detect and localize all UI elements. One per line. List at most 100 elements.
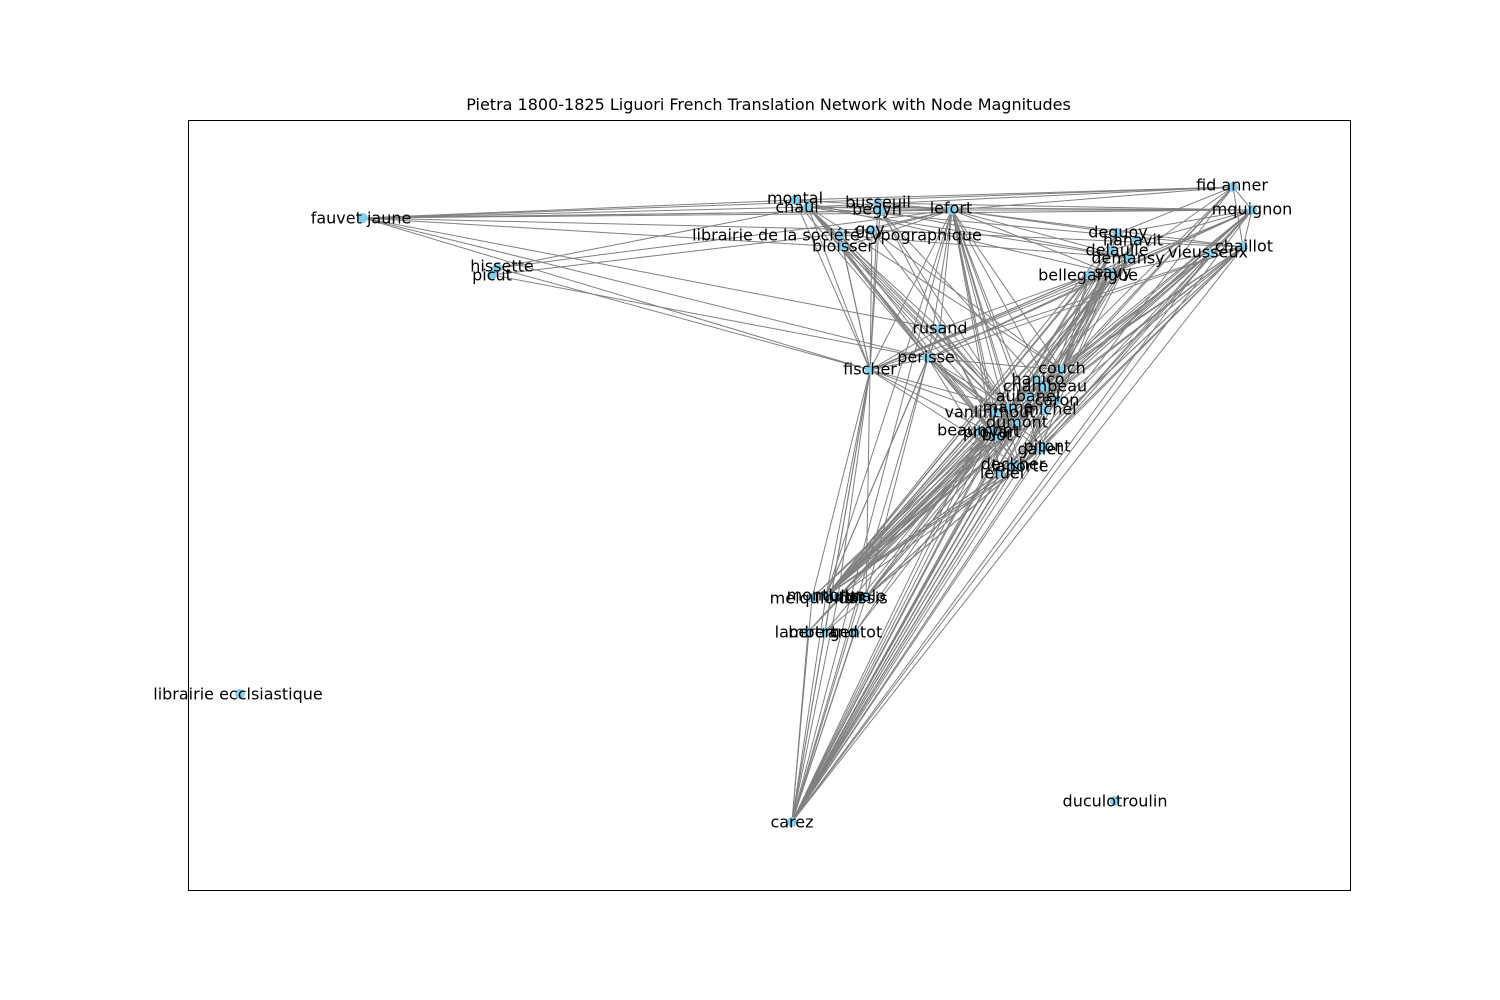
node-label-fauvet-jaune: fauvet jaune bbox=[311, 209, 412, 228]
edge-perisse-malo bbox=[865, 357, 929, 598]
node-label-gallet: gallet bbox=[1018, 440, 1063, 459]
edge-proyart-montbrun bbox=[825, 431, 993, 597]
node-label-vanlinthout: vanlinthout bbox=[944, 403, 1035, 422]
edge-busseuil-blot bbox=[877, 202, 998, 437]
edge-busseuil-lefort bbox=[877, 202, 953, 211]
node-deckher bbox=[1007, 460, 1017, 470]
node-laporte bbox=[1015, 462, 1025, 472]
node-label-melquiond: melquiond bbox=[770, 589, 855, 608]
node-label-perisse: perisse bbox=[897, 348, 955, 367]
node-label-gentot: gentot bbox=[830, 623, 882, 642]
edge-librairie-de-la-societe-typographique-lefort bbox=[839, 209, 953, 236]
edge-perisse-vanlinthout bbox=[927, 357, 996, 414]
node-label-mquignon: mquignon bbox=[1212, 200, 1293, 219]
edge-begyn-mame bbox=[879, 210, 1011, 409]
node-savy bbox=[1105, 268, 1115, 278]
node-librairie-de-la-societe-typographique bbox=[835, 230, 845, 240]
node-label-rusand: rusand bbox=[912, 319, 967, 338]
edge-fischer-mame bbox=[869, 369, 1011, 409]
edge-fischer-melquiond bbox=[811, 369, 871, 599]
edge-proyart-carez bbox=[791, 431, 993, 823]
node-label-deckher: deckher bbox=[981, 455, 1046, 474]
node-label-chaillot: chaillot bbox=[1215, 237, 1273, 256]
edge-lefort-vanlinthout bbox=[951, 209, 996, 414]
node-picut bbox=[487, 270, 497, 280]
node-label-lefort: lefort bbox=[930, 199, 973, 218]
edge-gallet-carez bbox=[791, 449, 1041, 823]
edge-chaul-couch bbox=[807, 206, 1063, 371]
edge-laporte-montbrun bbox=[825, 466, 1021, 597]
node-label-bertrand: bertrand bbox=[788, 623, 858, 642]
node-label-savy: savy bbox=[1094, 263, 1131, 282]
edge-fid-anner-dumont bbox=[1016, 186, 1234, 424]
edge-delaulle-laporte bbox=[1019, 249, 1113, 468]
edge-savy-fischer bbox=[869, 272, 1111, 371]
edge-mame-melquiond bbox=[811, 407, 1011, 599]
edge-caron-carez bbox=[791, 399, 1058, 823]
edge-busseuil-mquignon bbox=[877, 202, 1253, 211]
edge-librairie-de-la-societe-typographique-demansy bbox=[839, 234, 1131, 259]
edge-bellegarigue-rusand bbox=[939, 274, 1091, 330]
edge-vieusseux-laporte bbox=[1019, 252, 1211, 468]
edge-librairie-de-la-societe-typographique-fischer bbox=[839, 234, 871, 371]
edge-bellegarigue-couch bbox=[1061, 274, 1091, 371]
node-label-dumont: dumont bbox=[986, 413, 1048, 432]
node-goy bbox=[867, 225, 877, 235]
edge-blot-montbrun bbox=[825, 435, 998, 597]
edge-fid-anner-chaillot bbox=[1232, 186, 1244, 248]
edge-lambert-carez bbox=[791, 631, 809, 823]
edge-montal-perisse bbox=[794, 199, 929, 359]
node-label-blot: blot bbox=[982, 426, 1013, 445]
node-rusand bbox=[935, 324, 945, 334]
node-label-picut: picut bbox=[472, 266, 512, 285]
edge-bloisser-perisse bbox=[842, 246, 929, 359]
edge-lefort-rusand bbox=[939, 209, 953, 330]
edge-lefort-carez bbox=[791, 209, 953, 823]
edge-chaillot-laporte bbox=[1019, 246, 1244, 468]
node-dequoy bbox=[1113, 228, 1123, 238]
edge-mame-malo bbox=[865, 407, 1011, 598]
edge-bloisser-lefort bbox=[842, 209, 953, 248]
edge-savy-blot bbox=[996, 272, 1111, 437]
edge-gentot-carez bbox=[791, 631, 856, 823]
edge-dumont-montbrun bbox=[825, 422, 1018, 597]
node-label-lambert: lambert bbox=[775, 623, 838, 642]
edge-chaillot-fischer bbox=[869, 246, 1244, 371]
edge-laporte-muller bbox=[837, 466, 1021, 598]
node-lambert bbox=[803, 627, 813, 637]
edge-deckher-carez bbox=[791, 464, 1013, 823]
edge-fauvet-jaune-fischer bbox=[362, 217, 871, 371]
node-vanlinthout bbox=[990, 408, 1000, 418]
edge-fauvet-jaune-begyn bbox=[362, 210, 881, 219]
edge-perisse-mame bbox=[927, 357, 1011, 409]
node-montbrun bbox=[821, 591, 831, 601]
node-aubanel bbox=[1025, 392, 1035, 402]
edge-fauvet-jaune-goy bbox=[362, 217, 873, 231]
edge-lefort-dequoy bbox=[951, 209, 1119, 234]
node-beaumont bbox=[975, 426, 985, 436]
edge-savy-perisse bbox=[927, 272, 1111, 359]
edge-mquignon-gallet bbox=[1039, 209, 1253, 451]
node-label-pitont: pitont bbox=[1023, 437, 1070, 456]
edge-fischer-montbrun bbox=[825, 369, 871, 597]
edge-layer bbox=[362, 186, 1253, 823]
edge-mquignon-blot bbox=[996, 209, 1253, 437]
node-chaul bbox=[803, 202, 813, 212]
edge-michel-montbrun bbox=[825, 409, 1046, 597]
node-gallet bbox=[1035, 445, 1045, 455]
edge-perisse-montbrun bbox=[825, 357, 929, 597]
node-fid-anner bbox=[1228, 182, 1238, 192]
edge-goy-couch bbox=[871, 229, 1063, 371]
node-muller bbox=[833, 592, 843, 602]
plot-frame bbox=[188, 120, 1351, 891]
node-label-chambeau: chambeau bbox=[1003, 377, 1087, 396]
edge-perisse-laporte bbox=[927, 357, 1021, 468]
node-hanico bbox=[1032, 375, 1042, 385]
edge-chaillot-montbrun bbox=[825, 246, 1244, 597]
node-delaulle bbox=[1107, 245, 1117, 255]
edge-begyn-demansy bbox=[879, 210, 1131, 259]
node-label-hissette: hissette bbox=[470, 257, 534, 276]
edge-fauvet-jaune-perisse bbox=[362, 217, 929, 359]
node-label-begyn: begyn bbox=[852, 200, 902, 219]
